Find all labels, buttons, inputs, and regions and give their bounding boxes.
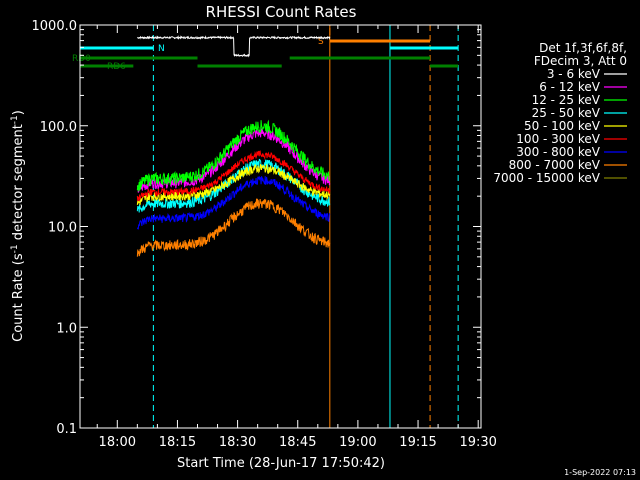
legend-entry-label: 3 - 6 keV xyxy=(547,67,601,81)
legend-entry-label: 50 - 100 keV xyxy=(524,119,601,133)
flag-label: RD0 xyxy=(72,54,91,64)
legend-entry-label: 25 - 50 keV xyxy=(532,106,601,120)
y-axis-label: Count Rate (s-1 detector segment-1) xyxy=(10,110,26,342)
legend-entry-label: 12 - 25 keV xyxy=(532,93,601,107)
y-tick-label: 1000.0 xyxy=(32,19,78,34)
chart-title: RHESSI Count Rates xyxy=(206,3,357,21)
legend-entry-label: 800 - 7000 keV xyxy=(509,158,601,172)
flag-label: N xyxy=(158,44,165,54)
x-tick-label: 18:00 xyxy=(99,435,136,450)
legend-entry-label: 300 - 800 keV xyxy=(516,145,600,159)
x-tick-label: 19:15 xyxy=(399,435,436,450)
x-axis-label: Start Time (28-Jun-17 17:50:42) xyxy=(177,456,385,471)
series-line xyxy=(136,163,331,206)
x-tick-label: 18:30 xyxy=(219,435,256,450)
footer-timestamp: 1-Sep-2022 07:13 xyxy=(564,468,636,477)
series-line xyxy=(137,35,331,58)
flag-label: RD6 xyxy=(107,62,126,72)
y-tick-label: 10.0 xyxy=(48,221,77,236)
y-tick-label: 100.0 xyxy=(40,120,77,135)
y-tick-label: 0.1 xyxy=(56,422,77,437)
series-line xyxy=(136,119,331,192)
series-line xyxy=(136,176,331,230)
series-line xyxy=(136,150,331,202)
x-tick-label: 18:15 xyxy=(159,435,196,450)
series-line xyxy=(136,198,331,257)
legend-header-line-1: Det 1f,3f,6f,8f, xyxy=(539,41,627,55)
legend: Det 1f,3f,6f,8f, FDecim 3, Att 0 3 - 6 k… xyxy=(493,41,627,185)
x-tick-label: 18:45 xyxy=(279,435,316,450)
y-tick-label: 1.0 xyxy=(56,321,77,336)
legend-entry-label: 100 - 300 keV xyxy=(516,132,600,146)
x-tick-label: 19:30 xyxy=(459,435,496,450)
legend-entry-label: 7000 - 15000 keV xyxy=(493,171,600,185)
legend-header-line-2: FDecim 3, Att 0 xyxy=(534,54,627,68)
x-tick-label: 19:00 xyxy=(339,435,376,450)
legend-entry-label: 6 - 12 keV xyxy=(539,80,601,94)
flag-label: S xyxy=(318,37,324,47)
